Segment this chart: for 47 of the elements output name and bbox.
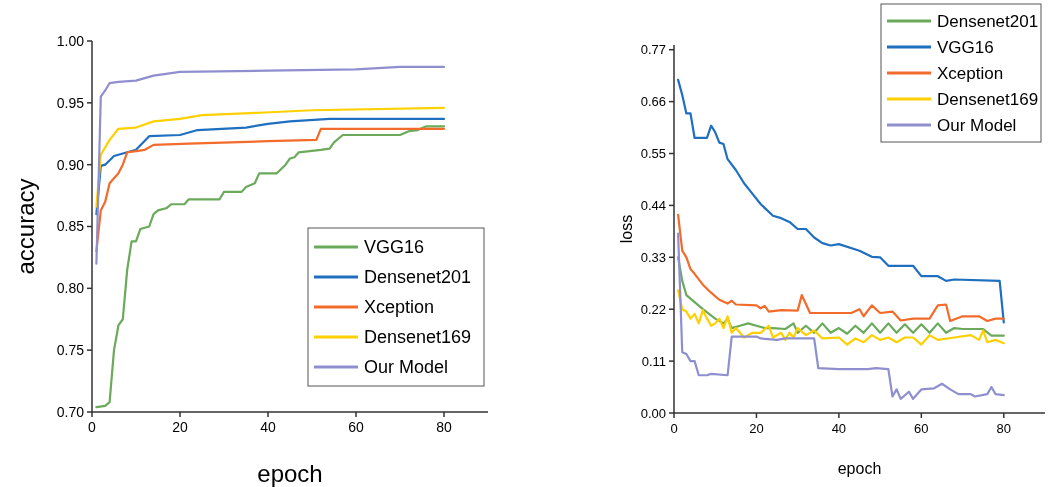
legend-label: VGG16 [937, 37, 994, 57]
line-series [677, 289, 1005, 346]
x-axis-title: epoch [837, 460, 882, 477]
line-series [95, 106, 446, 208]
y-tick-label: 0.22 [640, 301, 666, 317]
y-axis-title: accuracy [12, 178, 39, 275]
y-tick-label: 0.33 [640, 249, 666, 265]
y-tick-label: 0.11 [641, 353, 666, 369]
x-axis-title: epoch [257, 460, 323, 487]
x-tick-label: 60 [914, 421, 929, 436]
y-axis-title: loss [618, 214, 635, 244]
legend-label: Densenet201 [937, 11, 1039, 31]
legend-label: Xception [364, 297, 435, 318]
y-tick-label: 0.75 [56, 342, 85, 359]
x-tick-label: 40 [260, 419, 276, 435]
y-tick-label: 0.80 [56, 280, 85, 297]
legend-label: Xception [937, 63, 1004, 83]
x-tick-label: 20 [749, 421, 764, 436]
y-tick-label: 0.85 [56, 218, 85, 235]
y-tick-label: 1.00 [56, 32, 85, 49]
line-series [95, 127, 446, 253]
x-tick-label: 0 [670, 421, 678, 436]
x-tick-label: 80 [436, 419, 452, 435]
y-tick-label: 0.00 [640, 405, 666, 421]
x-tick-label: 40 [831, 421, 847, 436]
line-series [677, 232, 1005, 400]
line-series [677, 256, 1005, 337]
x-tick-label: 20 [172, 419, 188, 435]
y-tick-label: 0.95 [56, 94, 85, 111]
legend-label: VGG16 [364, 237, 425, 258]
legend-label: Our Model [364, 357, 449, 378]
legend-label: Densenet201 [364, 267, 472, 288]
legend-label: Densenet169 [937, 89, 1039, 109]
x-tick-label: 80 [996, 421, 1012, 436]
y-tick-label: 0.44 [640, 197, 666, 213]
y-tick-label: 0.90 [56, 156, 85, 173]
y-tick-label: 0.55 [640, 146, 666, 162]
y-tick-label: 0.77 [640, 42, 666, 58]
y-tick-label: 0.70 [56, 403, 85, 420]
x-tick-label: 0 [88, 419, 97, 435]
line-series [677, 213, 1005, 323]
x-tick-label: 60 [348, 419, 364, 435]
line-series [95, 117, 446, 216]
y-tick-label: 0.66 [640, 94, 666, 110]
legend-label: Densenet169 [364, 327, 472, 348]
line-series [95, 65, 446, 265]
legend-label: Our Model [937, 115, 1017, 135]
